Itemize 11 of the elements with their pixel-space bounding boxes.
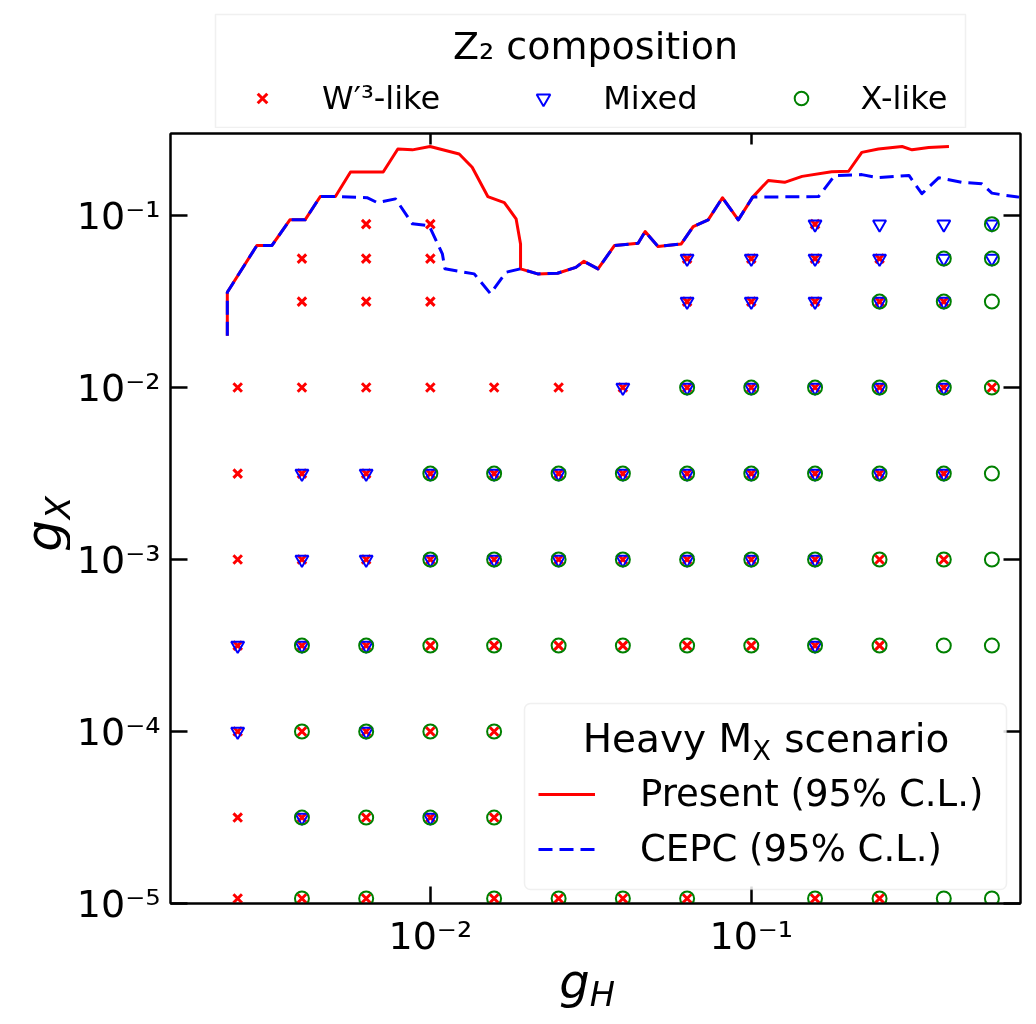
legend-label: Present (95% C.L.) <box>640 772 984 815</box>
legend-label: W′³-like <box>322 79 441 117</box>
legend-title: Z₂ composition <box>452 23 739 68</box>
legend-label: CEPC (95% C.L.) <box>640 827 942 870</box>
legend-label: Mixed <box>603 79 698 117</box>
y-tick-label: 10⁻² <box>76 365 161 410</box>
y-tick-label: 10⁻⁴ <box>76 709 161 754</box>
legend-label: X-like <box>860 79 948 117</box>
y-tick-label: 10⁻¹ <box>76 193 161 238</box>
y-tick-label: 10⁻⁵ <box>76 881 161 926</box>
y-tick-label: 10⁻³ <box>76 537 161 582</box>
